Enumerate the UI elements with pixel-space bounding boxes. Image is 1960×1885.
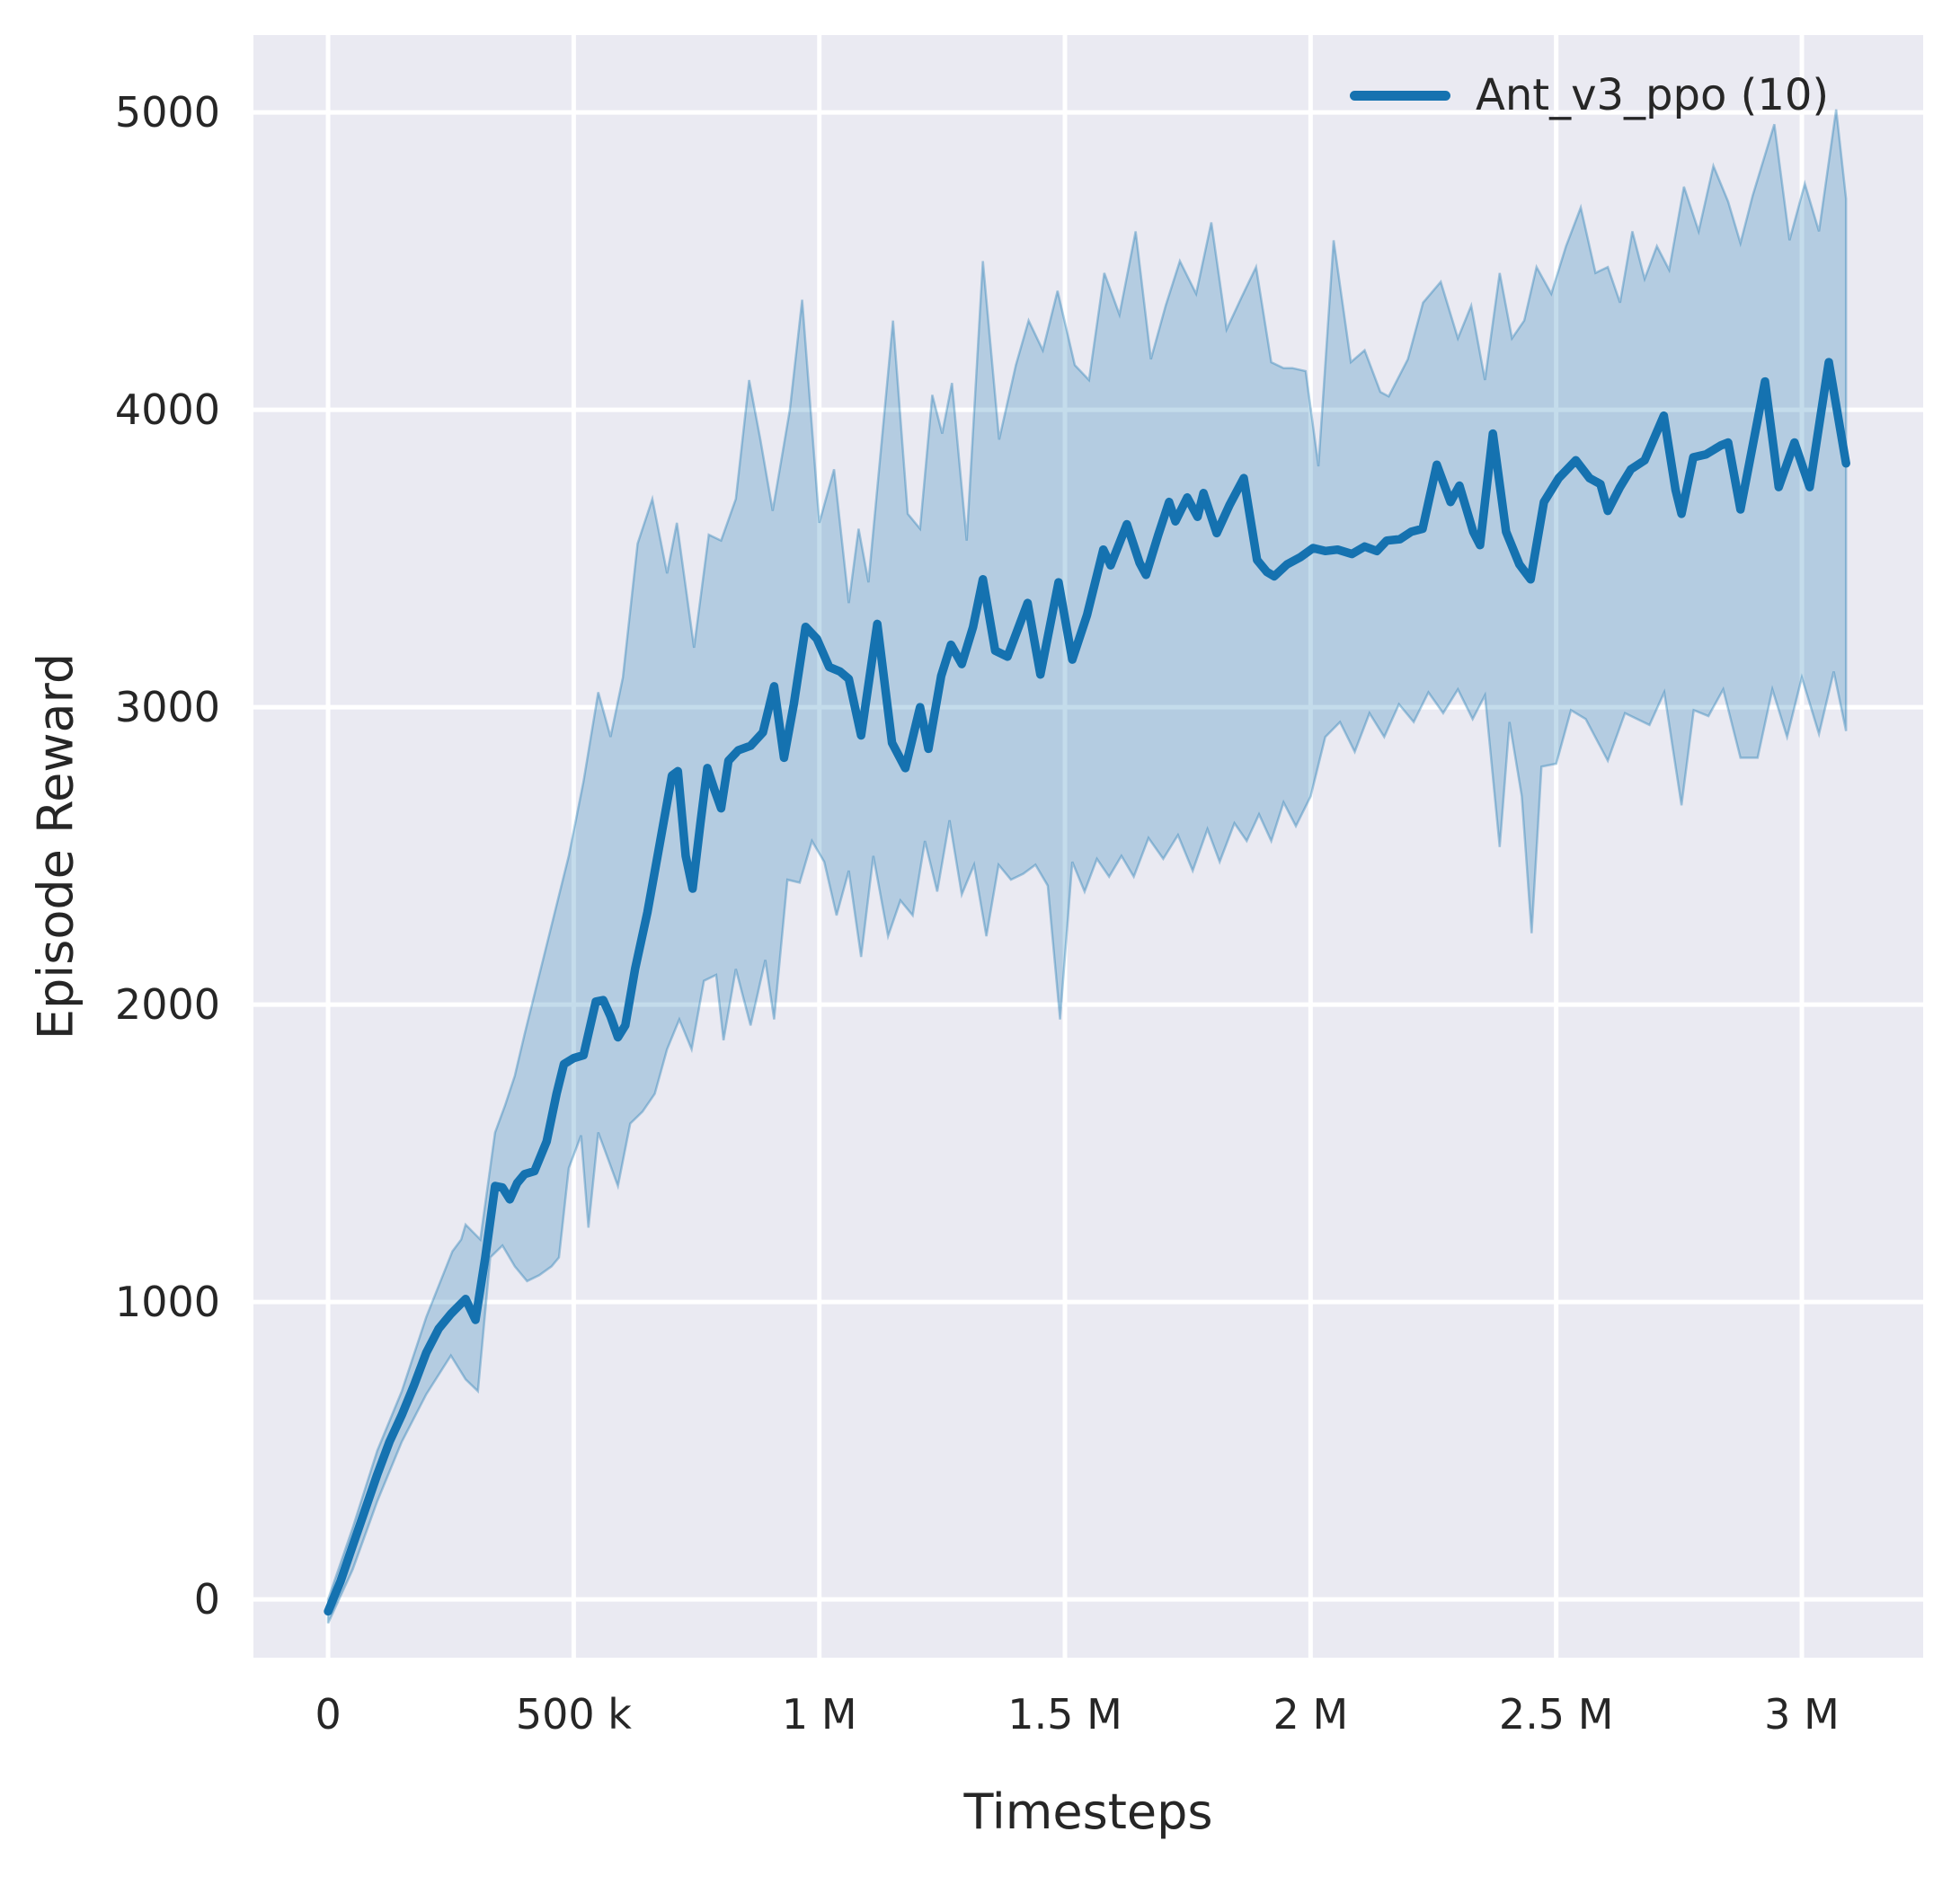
x-tick-label: 1 M [781,1690,857,1739]
gridlines [253,35,1923,1658]
y-axis-label: Episode Reward [27,652,84,1040]
legend-line-sample [1350,90,1450,101]
x-tick-label: 2.5 M [1498,1690,1614,1739]
y-tick-label: 0 [193,1575,220,1624]
x-tick-label: 0 [315,1690,341,1739]
confidence-band-polygon [326,109,1848,1624]
confidence-band [326,109,1848,1624]
plot-svg [253,35,1923,1658]
y-tick-label: 5000 [114,88,220,137]
mean-line-path [324,358,1850,1616]
y-tick-label: 4000 [114,385,220,435]
y-tick-label: 1000 [114,1278,220,1327]
x-axis-label: Timesteps [963,1783,1213,1840]
legend: Ant_v3_ppo (10) [1350,70,1829,120]
x-tick-label: 500 k [515,1690,632,1739]
mean-line [324,358,1850,1616]
plot-area [253,35,1923,1658]
x-tick-label: 3 M [1764,1690,1840,1739]
legend-label: Ant_v3_ppo (10) [1476,70,1830,120]
x-tick-label: 1.5 M [1007,1690,1122,1739]
x-tick-label: 2 M [1273,1690,1349,1739]
